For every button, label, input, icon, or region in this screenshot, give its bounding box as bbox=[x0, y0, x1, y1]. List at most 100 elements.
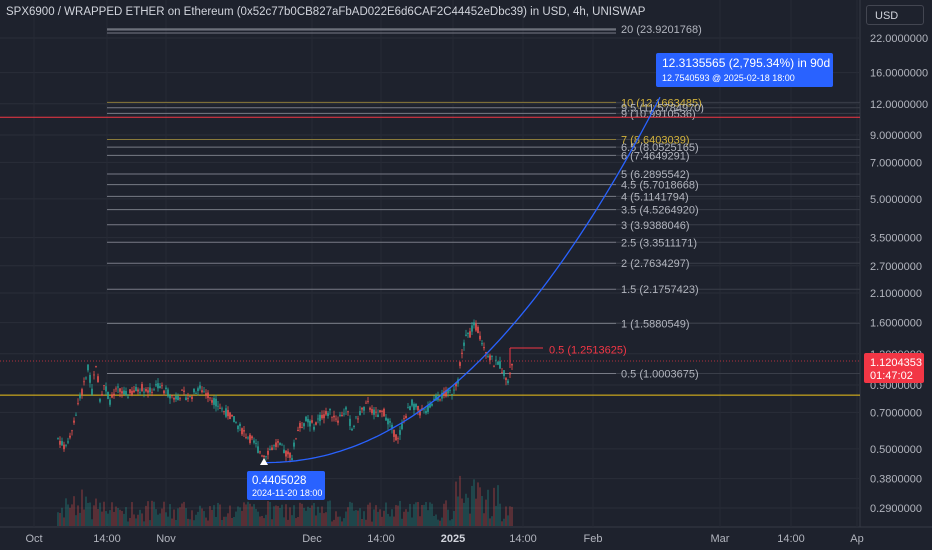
fib-label: 9 (10.9910536) bbox=[621, 108, 696, 120]
volume-bar bbox=[141, 513, 143, 526]
volume-bar bbox=[105, 511, 107, 526]
fib-levels: 20 (23.9201768) 10 (12.1663485)9.5 (11.57… bbox=[107, 24, 860, 381]
time-axis[interactable]: Oct 14:00 Nov Dec 14:00 2025 14:00 Feb Mar 14:00 A… bbox=[25, 533, 863, 545]
y-tick-label: 9.0000000 bbox=[870, 130, 922, 142]
projection-curve-path bbox=[264, 96, 661, 464]
volume-bar bbox=[395, 505, 397, 526]
projection-box-bg bbox=[656, 53, 833, 87]
candle-body bbox=[313, 426, 315, 430]
volume-bar bbox=[291, 515, 293, 526]
volume-bar bbox=[267, 501, 269, 526]
y-tick-label: 0.3800000 bbox=[870, 474, 922, 486]
candle-body bbox=[389, 421, 391, 423]
candle-body bbox=[289, 452, 291, 458]
volume-bar bbox=[143, 521, 145, 526]
candle-body bbox=[413, 404, 415, 410]
volume-bar bbox=[409, 503, 411, 526]
volume-bar bbox=[177, 508, 179, 526]
volume-bar bbox=[429, 502, 431, 526]
volume-bar bbox=[209, 506, 211, 526]
volume-bar bbox=[347, 507, 349, 526]
fib-label: 2.5 (3.3511171) bbox=[621, 237, 697, 249]
candle-body bbox=[427, 405, 429, 412]
candle-body bbox=[429, 403, 431, 408]
candle-body bbox=[277, 441, 279, 443]
candle-body bbox=[127, 396, 129, 398]
candle-body bbox=[223, 411, 225, 413]
chart-title: SPX6900 / WRAPPED ETHER on Ethereum (0x5… bbox=[6, 6, 646, 18]
x-tick-label: 14:00 bbox=[777, 533, 805, 545]
candle-body bbox=[225, 408, 227, 417]
candle-body bbox=[463, 342, 465, 346]
volume-bar bbox=[95, 498, 97, 526]
candle-body bbox=[65, 444, 67, 446]
volume-bar bbox=[335, 511, 337, 526]
candle-body bbox=[251, 436, 253, 439]
volume-bar bbox=[225, 516, 227, 526]
y-tick-label: 0.2900000 bbox=[870, 503, 922, 515]
candle-body bbox=[347, 411, 349, 413]
low-marker-box bbox=[247, 471, 325, 500]
candle-body bbox=[145, 389, 147, 392]
volume-bar bbox=[449, 520, 451, 526]
fib-label: 10 (12.1663485) bbox=[621, 97, 702, 109]
candle-body bbox=[263, 455, 265, 457]
volume-bar bbox=[413, 504, 415, 526]
candle-body bbox=[473, 322, 475, 326]
candle-body bbox=[449, 389, 451, 391]
volume-bar bbox=[459, 475, 461, 526]
projection-detail: 12.7540593 @ 2025-02-18 18:00 bbox=[662, 73, 795, 83]
volume-bar bbox=[283, 517, 285, 526]
fib-label: 6.5 (8.0525165) bbox=[621, 142, 699, 154]
candle-body bbox=[321, 414, 323, 419]
candle-body bbox=[469, 331, 471, 338]
candle-body bbox=[423, 408, 425, 410]
volume-bar bbox=[419, 516, 421, 526]
candle-body bbox=[371, 409, 373, 414]
candle-body bbox=[79, 394, 81, 399]
candle-body bbox=[123, 390, 125, 395]
candle-body bbox=[343, 413, 345, 415]
volume-bar bbox=[403, 511, 405, 526]
candle-body bbox=[333, 415, 335, 418]
candle-body bbox=[345, 407, 347, 410]
candle-body bbox=[187, 397, 189, 399]
volume-bar bbox=[131, 502, 133, 526]
candle-body bbox=[141, 384, 143, 391]
candle-body bbox=[71, 430, 73, 432]
candle-body bbox=[395, 434, 397, 441]
candle-body bbox=[499, 361, 501, 369]
volume-bar bbox=[471, 485, 473, 526]
volume-bar bbox=[239, 507, 241, 526]
candle-body bbox=[131, 390, 133, 395]
candle-body bbox=[241, 428, 243, 435]
candle-body bbox=[139, 392, 141, 394]
y-tick-label: 0.5000000 bbox=[870, 444, 922, 456]
volume-bar bbox=[83, 509, 85, 526]
volume-bar bbox=[299, 502, 301, 526]
volume-bar bbox=[241, 510, 243, 526]
candle-body bbox=[425, 411, 427, 414]
volume-bar bbox=[325, 512, 327, 526]
volume-bar bbox=[377, 511, 379, 526]
candle-body bbox=[315, 422, 317, 425]
volume-bar bbox=[161, 508, 163, 526]
candle-body bbox=[125, 390, 127, 396]
candle-body bbox=[87, 364, 89, 371]
candle-body bbox=[253, 440, 255, 443]
x-tick-label: 14:00 bbox=[367, 533, 395, 545]
candle-body bbox=[257, 446, 259, 453]
volume-bar bbox=[167, 516, 169, 526]
volume-bar bbox=[205, 517, 207, 526]
volume-bar bbox=[389, 516, 391, 526]
volume-bar bbox=[495, 505, 497, 526]
currency-button[interactable]: USD bbox=[866, 5, 924, 25]
volume-bar bbox=[423, 504, 425, 526]
candle-body bbox=[163, 390, 165, 394]
volume-bar bbox=[73, 496, 75, 526]
candle-body bbox=[465, 334, 467, 336]
volume-bar bbox=[435, 514, 437, 526]
volume-bar bbox=[433, 516, 435, 526]
volume-bar bbox=[383, 510, 385, 526]
